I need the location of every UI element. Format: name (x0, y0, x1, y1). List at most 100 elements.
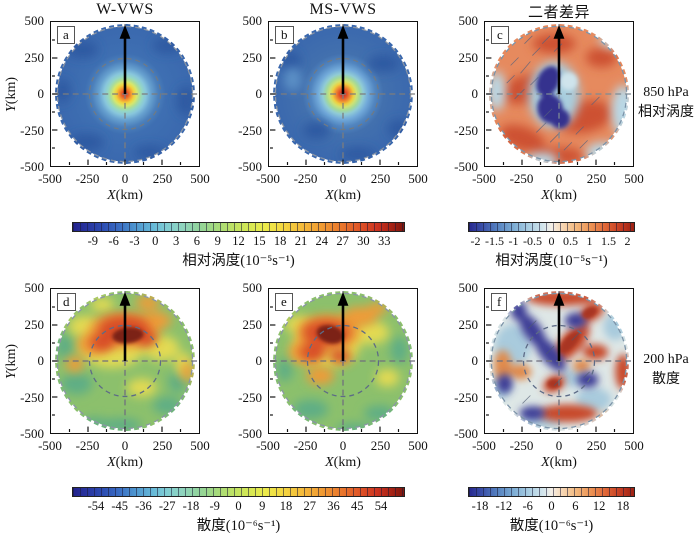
tick-label: -500 (20, 159, 44, 174)
panel-b: b (268, 21, 418, 167)
colorbar-divergence-diff (468, 487, 635, 497)
panel-title-a: W-VWS (96, 1, 154, 18)
colorbar-vorticity-diff-ticks: -2 -1.5 -1 -0.5 0 0.5 1 1.5 2 (468, 234, 635, 249)
tick-label: 12 (592, 499, 606, 513)
tick-label: 6 (572, 499, 579, 513)
tick-label: 250 (370, 171, 391, 186)
tick-label: -18 (182, 499, 200, 513)
tick-label: 500 (242, 280, 263, 295)
colorbar-vorticity-label: 相对涡度(10⁻⁵s⁻¹) (182, 253, 295, 269)
tick-label: 250 (24, 316, 45, 332)
colorbar-vorticity-ticks: -9 -6 -3 0 3 6 9 12 15 18 21 24 27 30 33 (72, 234, 405, 249)
panel-f: f (484, 288, 634, 434)
tick-label: 54 (374, 499, 388, 513)
tick-label: 0 (152, 234, 159, 248)
tick-label: 250 (586, 438, 607, 453)
x-axis-unit: (km) (115, 455, 143, 470)
tick-label: 27 (336, 234, 349, 248)
tick-label: -250 (293, 438, 318, 453)
contour-field-c (485, 22, 632, 166)
tick-label: -6 (522, 499, 533, 513)
row-label-200hpa: 200 hPa 散度 (633, 350, 699, 390)
x-axis-unit: (km) (549, 455, 577, 470)
tick-label: -0.5 (523, 234, 542, 248)
x-axis-unit: (km) (549, 188, 577, 203)
tick-label: -500 (20, 426, 44, 441)
x-axis-unit: (km) (115, 188, 143, 203)
tick-label: 3 (172, 234, 180, 248)
tick-label: 0 (548, 234, 555, 248)
significance-hatching (506, 35, 600, 151)
panel-letter: a (57, 26, 75, 44)
colorbar-divergence-diff-label: 散度(10⁻⁶s⁻¹) (509, 518, 594, 533)
tick-label: -9 (209, 499, 220, 513)
tick-label: -500 (238, 426, 262, 441)
panel-letter: c (491, 26, 509, 44)
tick-label: -500 (454, 426, 478, 441)
x-tick-labels-c: -500 -250 0 250 500 (472, 171, 644, 186)
tick-label: 250 (458, 316, 479, 332)
tick-label: 500 (190, 171, 210, 186)
y-tick-labels-b: 500 250 0 -250 -500 (220, 13, 264, 174)
tick-label: -250 (509, 171, 534, 186)
row-label-line2: 散度 (652, 372, 680, 387)
tick-label: 9 (214, 234, 221, 248)
x-tick-labels-a: -500 -250 0 250 500 (38, 171, 210, 186)
tick-label: -250 (75, 438, 100, 453)
colorbar-divergence-diff-ticks: -18 -12 -6 0 6 12 18 (468, 499, 635, 514)
colorbar-vorticity (72, 222, 405, 232)
tick-label: 500 (458, 280, 479, 295)
tick-label: 250 (152, 171, 173, 186)
axis-ticks (51, 39, 182, 166)
tick-label: -6 (108, 234, 119, 248)
y-tick-labels-a: 500 250 0 -250 -500 (2, 13, 46, 174)
tick-label: 0 (548, 499, 555, 513)
colorbar-vorticity-diff (468, 222, 635, 232)
tick-label: 0 (255, 353, 263, 368)
tick-label: 6 (193, 234, 200, 248)
colorbar-divergence-ticks: -54 -45 -36 -27 -18 -9 0 9 18 27 36 45 54 (72, 499, 405, 514)
x-axis-unit: (km) (333, 188, 361, 203)
tick-label: 250 (242, 49, 263, 65)
tick-label: -500 (238, 159, 262, 174)
tick-label: -500 (38, 438, 62, 453)
x-axis-letter: X (107, 188, 116, 203)
tick-label: -250 (454, 122, 478, 138)
panel-title-c: 二者差异 (527, 5, 590, 21)
x-axis-title-f: X(km) (484, 455, 634, 471)
panel-title-b: MS-VWS (309, 1, 377, 18)
tick-label: -250 (293, 171, 318, 186)
tick-label: 500 (624, 171, 644, 186)
tick-label: -36 (135, 499, 152, 513)
shear-arrow-head (119, 24, 131, 39)
row-label-line1: 200 hPa (643, 352, 689, 367)
panel-c: c (484, 21, 634, 167)
panel-a: a (50, 21, 200, 167)
panel-letter: e (275, 293, 293, 311)
tick-label: 500 (190, 438, 210, 453)
tick-label: 0 (37, 353, 45, 368)
tick-label: -500 (454, 159, 478, 174)
tick-label: -250 (238, 122, 262, 138)
x-axis-title-a: X(km) (50, 188, 200, 204)
tick-label: 27 (303, 499, 317, 513)
y-tick-labels-f: 500 250 0 -250 -500 (436, 280, 480, 441)
tick-label: 0 (255, 86, 263, 101)
tick-label: -500 (38, 171, 62, 186)
panel-letter: b (275, 26, 294, 44)
tick-label: 500 (242, 13, 263, 28)
tick-label: 500 (408, 438, 428, 453)
tick-label: 12 (232, 234, 245, 248)
tick-label: 24 (315, 234, 329, 248)
row-label-line2: 相对涡度 (638, 105, 694, 120)
tick-label: 0 (471, 353, 479, 368)
tick-label: 0 (121, 438, 129, 453)
row-label-850hpa: 850 hPa 相对涡度 (633, 83, 699, 123)
tick-label: 0 (121, 171, 129, 186)
x-axis-title-b: X(km) (268, 188, 418, 204)
tick-label: 45 (351, 499, 364, 513)
tick-label: 250 (458, 49, 479, 65)
x-axis-letter: X (325, 455, 334, 470)
tick-label: 500 (408, 171, 428, 186)
x-axis-letter: X (325, 188, 334, 203)
